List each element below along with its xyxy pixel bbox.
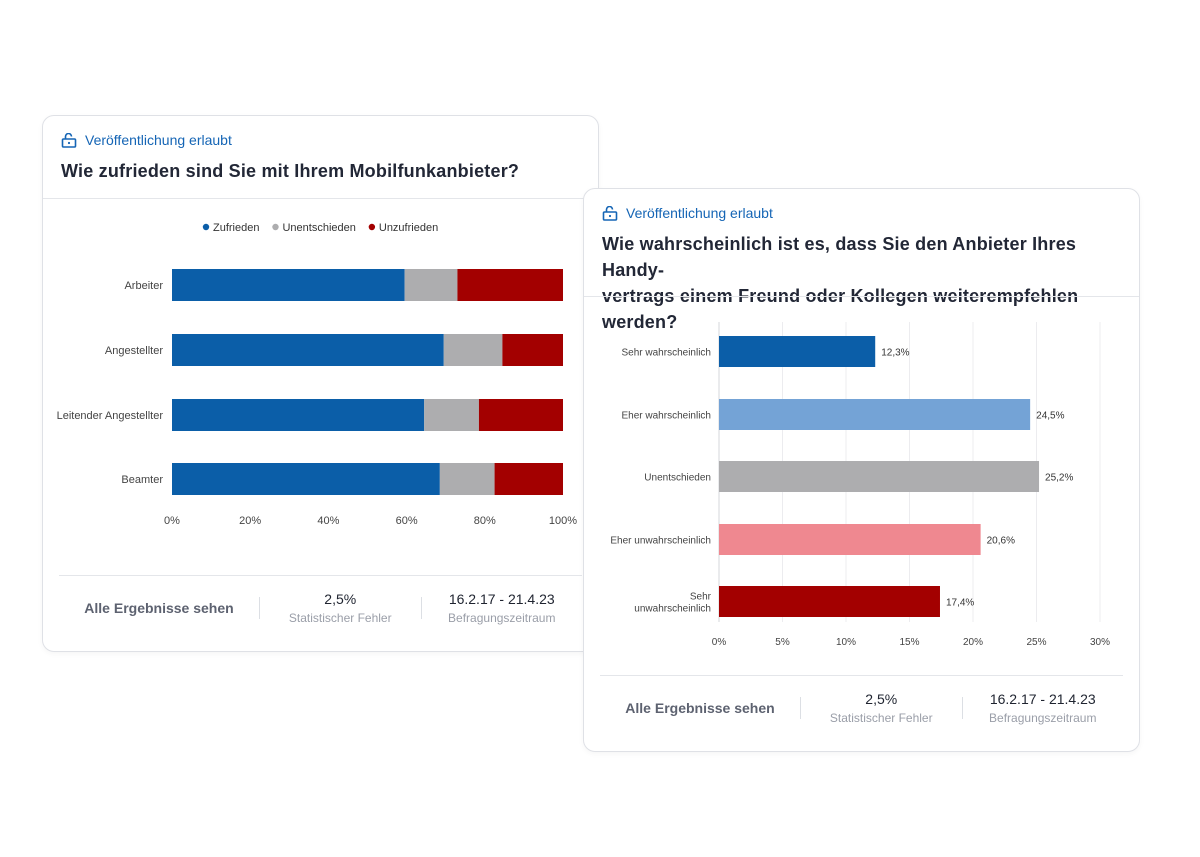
card-header: Veröffentlichung erlaubt Wie zufrieden s…: [43, 116, 598, 184]
x-tick-label: 60%: [396, 515, 418, 527]
bar: [719, 336, 876, 367]
unlock-icon: [602, 205, 618, 221]
category-label: Beamter: [121, 474, 163, 486]
x-tick-label: 15%: [899, 637, 919, 648]
period-label: Befragungszeitraum: [989, 711, 1097, 725]
x-tick-label: 0%: [164, 515, 180, 527]
x-tick-label: 30%: [1090, 637, 1110, 648]
bar: [719, 399, 1031, 430]
error-value: 2,5%: [865, 691, 898, 707]
header-divider: [584, 296, 1139, 297]
bar: [719, 461, 1040, 492]
bar-segment: [478, 399, 563, 431]
legend-label: Unentschieden: [282, 222, 355, 234]
card-footer: Alle Ergebnisse sehen 2,5% Statistischer…: [600, 675, 1123, 740]
category-label: Leitender Angestellter: [57, 410, 164, 422]
question-title: Wie zufrieden sind Sie mit Ihrem Mobilfu…: [61, 161, 520, 181]
bar-segment: [424, 399, 479, 431]
survey-period: 16.2.17 - 21.4.23 Befragungszeitraum: [422, 591, 583, 625]
category-label: Eher unwahrscheinlich: [610, 536, 711, 547]
footer-separator: [961, 697, 963, 719]
category-label: Arbeiter: [124, 280, 163, 292]
survey-card-satisfaction: Veröffentlichung erlaubt Wie zufrieden s…: [42, 115, 599, 652]
x-tick-label: 40%: [317, 515, 339, 527]
badge-label: Veröffentlichung erlaubt: [626, 205, 773, 221]
all-results-link[interactable]: Alle Ergebnisse sehen: [84, 600, 234, 616]
legend-label: Unzufrieden: [379, 222, 438, 234]
category-label-line: unwahrscheinlich: [634, 604, 711, 615]
legend-marker: [202, 223, 210, 231]
badge-label: Veröffentlichung erlaubt: [85, 132, 232, 148]
error-value: 2,5%: [324, 591, 357, 607]
statistical-error: 2,5% Statistischer Fehler: [260, 591, 421, 625]
data-label: 12,3%: [881, 348, 909, 359]
data-label: 20,6%: [987, 536, 1015, 547]
bar: [719, 586, 940, 617]
category-label: Sehr wahrscheinlich: [622, 348, 712, 359]
category-label: Unentschieden: [644, 473, 711, 484]
stacked-bar-chart: Zufrieden Unentschieden Unzufrieden Arbeite…: [57, 222, 578, 527]
period-label: Befragungszeitraum: [448, 611, 556, 625]
x-tick-label: 5%: [775, 637, 790, 648]
survey-card-recommendation: Veröffentlichung erlaubt Wie wahrscheinl…: [583, 188, 1140, 752]
bar-segment: [439, 463, 495, 495]
category-label: Angestellter: [105, 345, 163, 357]
bar-segment: [172, 399, 425, 431]
bar-segment: [172, 334, 444, 366]
legend-marker: [368, 223, 376, 231]
x-tick-label: 0%: [712, 637, 727, 648]
horizontal-bar-chart: 0% 5% 10% 15% 20% 25% 30% Sehr wahrscheinlich 12…: [610, 322, 1110, 648]
period-value: 16.2.17 - 21.4.23: [989, 691, 1096, 707]
footer-separator: [420, 597, 422, 619]
unlock-icon: [61, 132, 77, 148]
publication-badge: Veröffentlichung erlaubt: [61, 132, 580, 148]
footer-separator: [259, 597, 260, 619]
data-label: 25,2%: [1045, 473, 1073, 484]
bar-segment: [172, 269, 405, 301]
bar-segment: [404, 269, 458, 301]
statistical-error: 2,5% Statistischer Fehler: [801, 691, 962, 725]
all-results-link[interactable]: Alle Ergebnisse sehen: [625, 700, 775, 716]
header-divider: [43, 198, 598, 199]
bar: [719, 524, 981, 555]
x-tick-label: 20%: [239, 515, 261, 527]
legend-marker: [272, 223, 279, 231]
bar-segment: [443, 334, 503, 366]
category-label-line: Sehr: [690, 592, 712, 603]
error-label: Statistischer Fehler: [288, 611, 392, 625]
data-label: 24,5%: [1036, 411, 1064, 422]
footer-separator: [800, 697, 801, 719]
bar-segment: [494, 463, 563, 495]
x-tick-label: 10%: [836, 637, 856, 648]
bar-segment: [502, 334, 563, 366]
period-value: 16.2.17 - 21.4.23: [448, 591, 555, 607]
question-line-1: Wie wahrscheinlich ist es, dass Sie den …: [602, 234, 1077, 280]
survey-period: 16.2.17 - 21.4.23 Befragungszeitraum: [963, 691, 1124, 725]
x-tick-label: 20%: [963, 637, 983, 648]
x-tick-label: 80%: [474, 515, 496, 527]
bar-segment: [457, 269, 563, 301]
publication-badge: Veröffentlichung erlaubt: [602, 205, 1121, 221]
category-label: Eher wahrscheinlich: [622, 411, 712, 422]
card-footer: Alle Ergebnisse sehen 2,5% Statistischer…: [59, 575, 582, 640]
data-label: 17,4%: [946, 598, 974, 609]
x-tick-label: 25%: [1026, 637, 1046, 648]
bar-segment: [172, 463, 440, 495]
error-label: Statistischer Fehler: [829, 711, 933, 725]
x-tick-label: 100%: [549, 515, 577, 527]
legend-label: Zufrieden: [213, 222, 259, 234]
